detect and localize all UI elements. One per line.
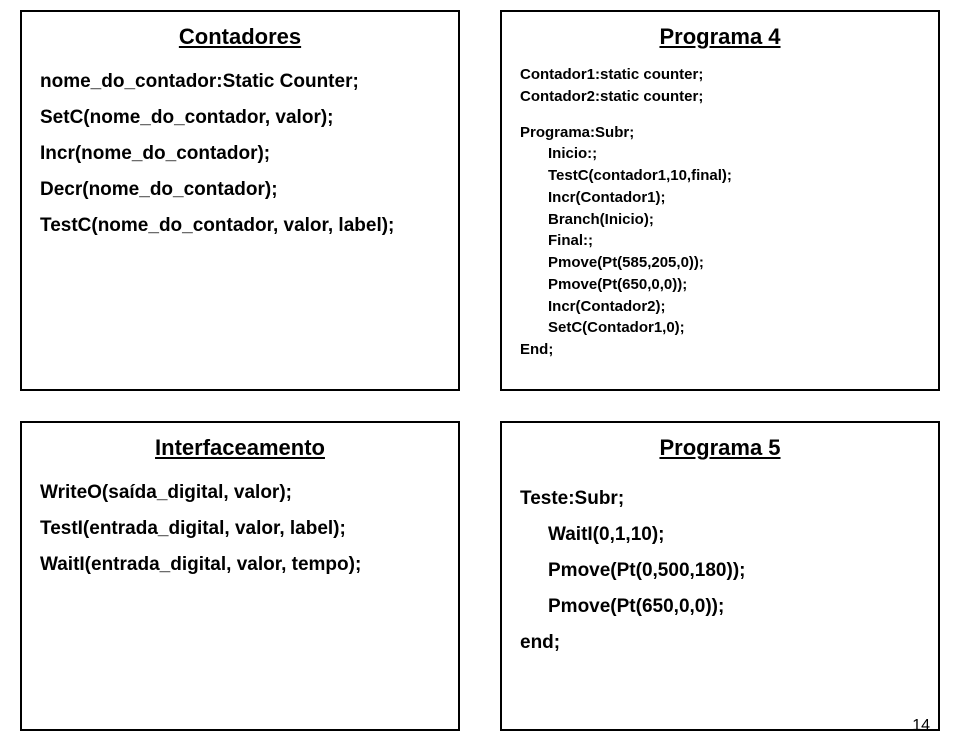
prog4-header: Contador1:static counter; [520,64,920,86]
interfaceamento-line: WriteO(saída_digital, valor); [40,475,440,511]
prog4-line: Incr(Contador1); [520,187,920,209]
prog5-line: Teste:Subr; [520,481,920,517]
prog4-header: Contador2:static counter; [520,86,920,108]
prog5-line: end; [520,625,920,661]
title-programa-5: Programa 5 [520,435,920,461]
prog4-line: SetC(Contador1,0); [520,317,920,339]
prog4-line: TestC(contador1,10,final); [520,165,920,187]
title-contadores: Contadores [40,24,440,50]
contadores-line: Incr(nome_do_contador); [40,136,440,172]
box-programa-4: Programa 4 Contador1:static counter; Con… [500,10,940,391]
spacer [520,108,920,122]
prog4-line: End; [520,339,920,361]
bottom-row: Interfaceamento WriteO(saída_digital, va… [20,421,940,731]
title-programa-4: Programa 4 [520,24,920,50]
prog5-line: Pmove(Pt(0,500,180)); [520,553,920,589]
prog5-line: Pmove(Pt(650,0,0)); [520,589,920,625]
contadores-line: SetC(nome_do_contador, valor); [40,100,440,136]
prog4-line: Pmove(Pt(585,205,0)); [520,252,920,274]
prog4-line: Branch(Inicio); [520,209,920,231]
page-number: 14 [912,717,930,735]
top-row: Contadores nome_do_contador:Static Count… [20,10,940,391]
prog4-line: Pmove(Pt(650,0,0)); [520,274,920,296]
page-container: Contadores nome_do_contador:Static Count… [0,0,960,741]
interfaceamento-line: WaitI(entrada_digital, valor, tempo); [40,547,440,583]
contadores-line: nome_do_contador:Static Counter; [40,64,440,100]
interfaceamento-line: TestI(entrada_digital, valor, label); [40,511,440,547]
box-contadores: Contadores nome_do_contador:Static Count… [20,10,460,391]
prog4-line: Programa:Subr; [520,122,920,144]
prog4-line: Incr(Contador2); [520,296,920,318]
prog5-line: WaitI(0,1,10); [520,517,920,553]
box-programa-5: Programa 5 Teste:Subr; WaitI(0,1,10); Pm… [500,421,940,731]
box-interfaceamento: Interfaceamento WriteO(saída_digital, va… [20,421,460,731]
prog4-line: Inicio:; [520,143,920,165]
contadores-line: TestC(nome_do_contador, valor, label); [40,208,440,244]
contadores-line: Decr(nome_do_contador); [40,172,440,208]
title-interfaceamento: Interfaceamento [40,435,440,461]
prog4-line: Final:; [520,230,920,252]
